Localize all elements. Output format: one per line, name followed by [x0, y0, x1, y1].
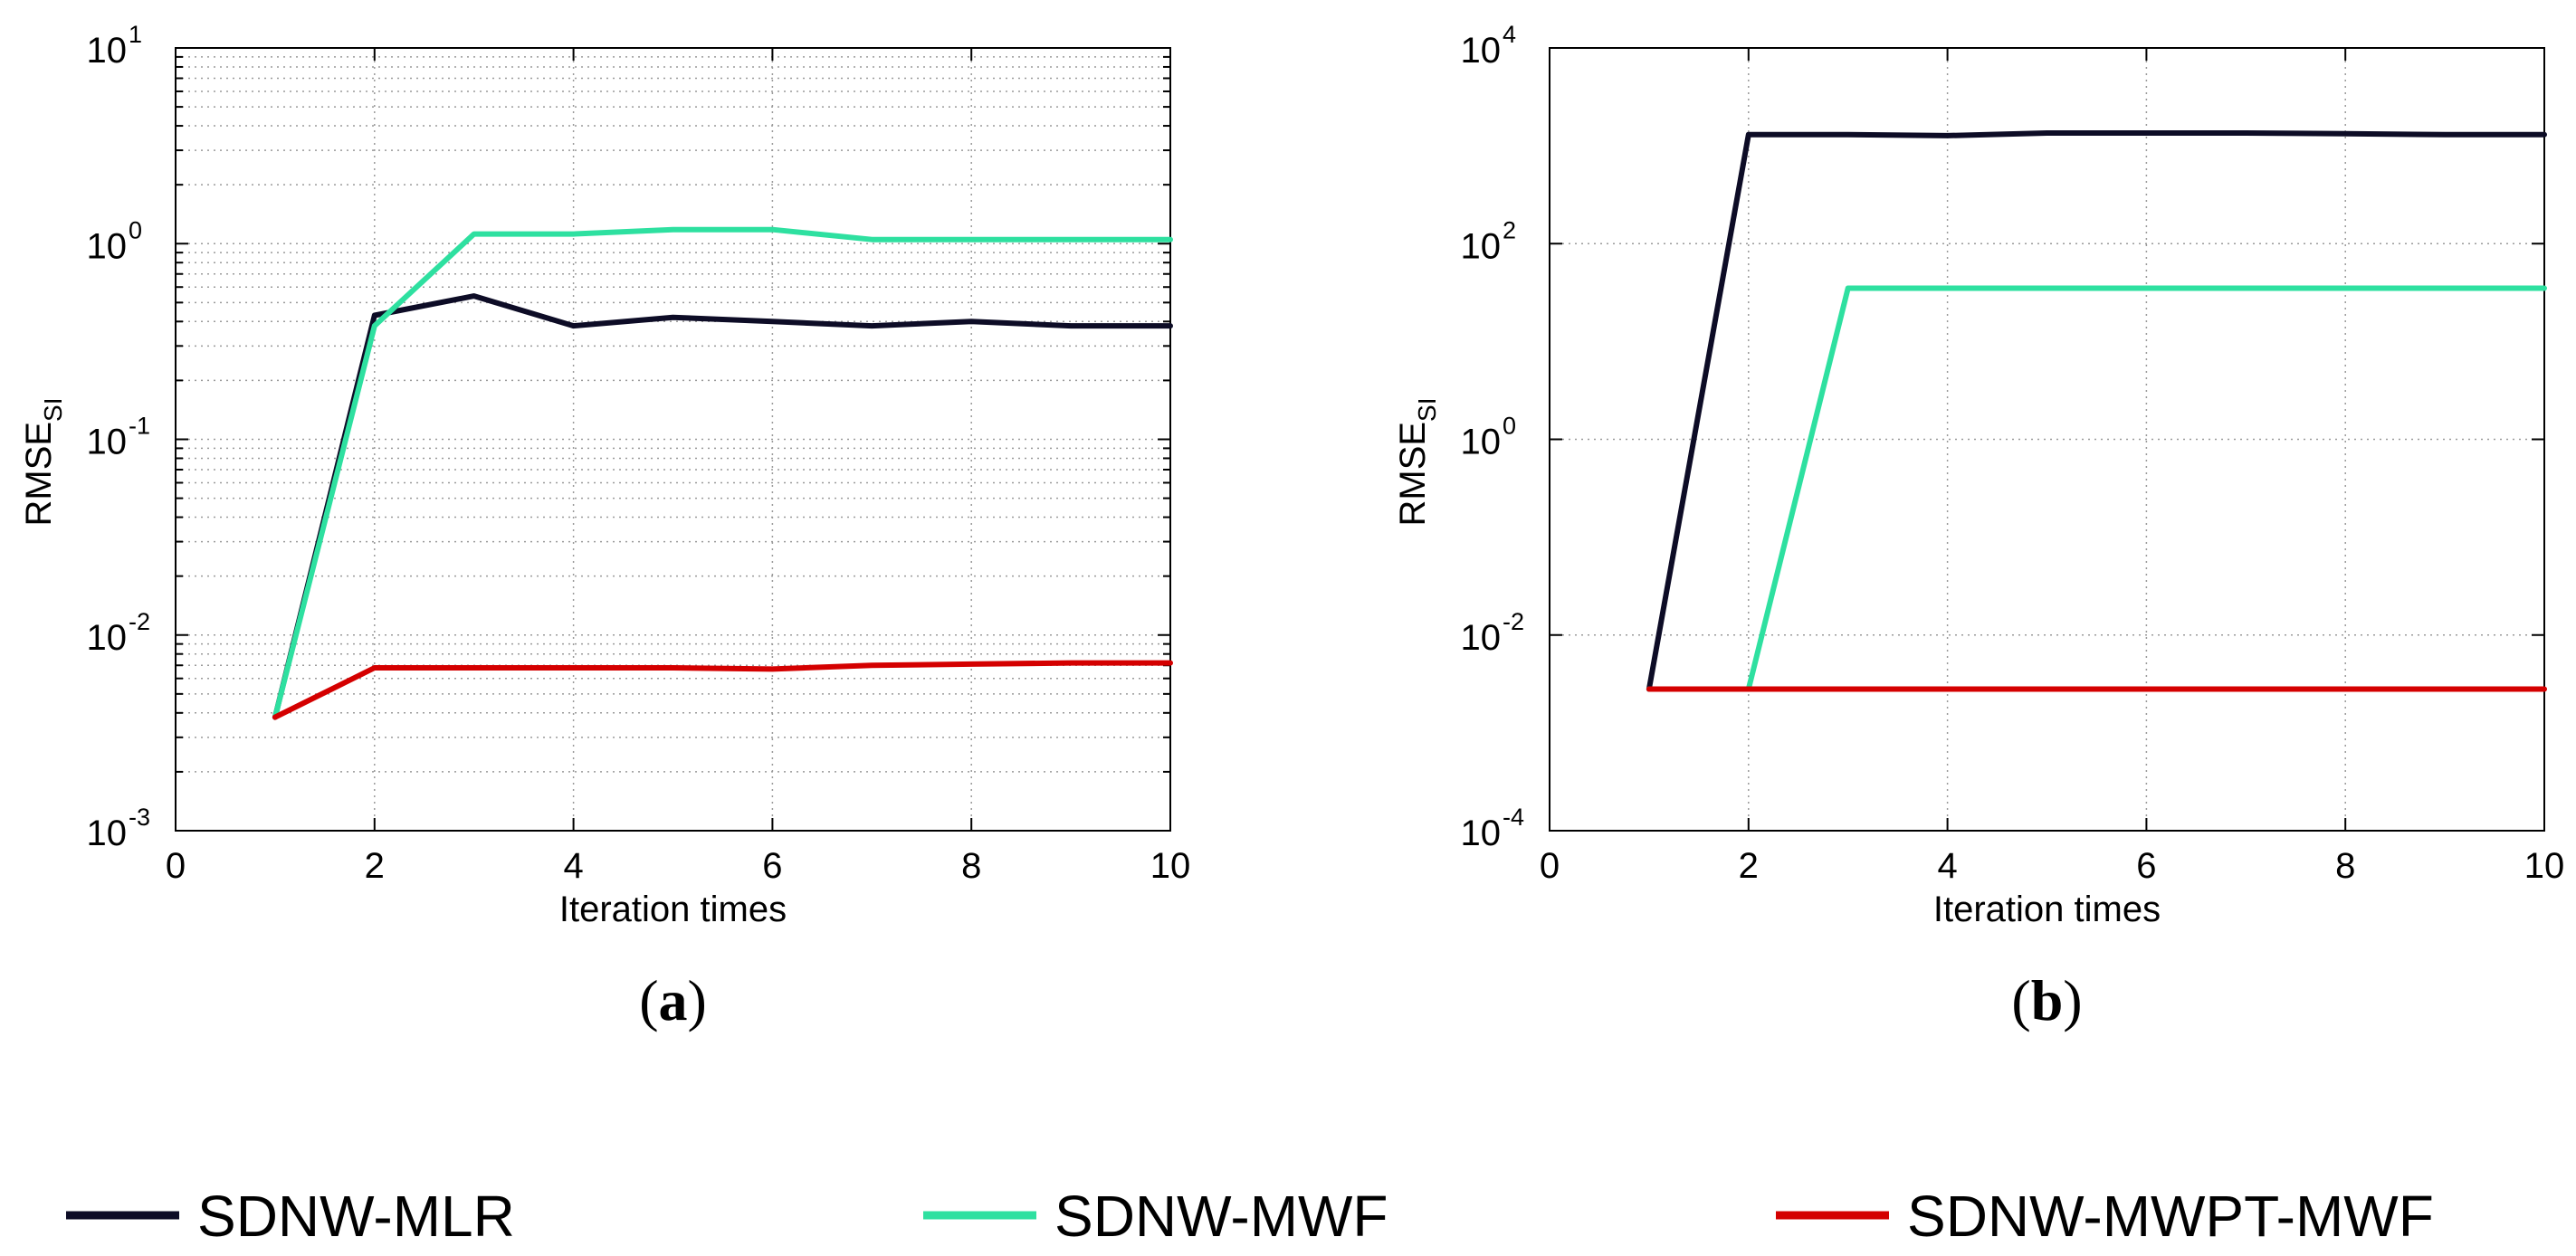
y-tick-label: 10 [1461, 226, 1502, 266]
y-tick-exponent: -2 [129, 608, 150, 635]
x-tick-label: 8 [2335, 846, 2355, 886]
tick-marks [175, 47, 1171, 832]
tick-marks [1549, 47, 2545, 832]
grid [1550, 48, 2544, 831]
y-tick-label: 10 [87, 814, 128, 853]
y-tick-base: 10 [1461, 31, 1502, 71]
caption-letter: b [2031, 968, 2064, 1032]
y-tick-label: 10 [87, 618, 128, 658]
panel-caption: (b) [2011, 968, 2082, 1032]
y-tick-label: 10 [87, 31, 128, 71]
y-tick-base: 10 [87, 226, 128, 266]
x-tick-label: 8 [961, 846, 981, 886]
y-label-sub: SI [39, 397, 67, 421]
legend: SDNW-MLR SDNW-MWF SDNW-MWPT-MWF [66, 1184, 2434, 1249]
caption-paren: ) [688, 968, 707, 1032]
y-label-sub: SI [1413, 397, 1441, 421]
x-tick-label: 6 [2136, 846, 2156, 886]
caption-paren: ( [2011, 968, 2030, 1032]
y-tick-base: 10 [87, 31, 128, 71]
y-axis-label: RMSESI [19, 397, 67, 526]
y-tick-base: 10 [87, 814, 128, 853]
legend-label: SDNW-MLR [197, 1184, 515, 1249]
x-tick-label: 6 [762, 846, 782, 886]
x-tick-label: 10 [2524, 846, 2565, 886]
series-line-sdnw-mwf [272, 226, 1173, 720]
caption-paren: ) [2063, 968, 2082, 1032]
y-tick-label: 10 [1461, 618, 1502, 658]
y-tick-base: 10 [87, 423, 128, 462]
y-tick-base: 10 [1461, 618, 1502, 658]
y-tick-label: 10 [87, 226, 128, 266]
series-line-sdnw-mwf [1646, 285, 2547, 692]
y-tick-base: 10 [1461, 226, 1502, 266]
y-axis-label: RMSESI [1393, 397, 1441, 526]
x-tick-label: 0 [166, 846, 186, 886]
y-tick-base: 10 [87, 618, 128, 658]
x-tick-label: 4 [563, 846, 583, 886]
y-tick-exponent: -4 [1503, 804, 1524, 831]
legend-label: SDNW-MWF [1054, 1184, 1388, 1249]
y-tick-exponent: -1 [129, 413, 150, 440]
y-tick-label: 10 [1461, 814, 1502, 853]
y-tick-exponent: 2 [1503, 216, 1516, 243]
y-tick-base: 10 [1461, 814, 1502, 853]
series-line-sdnw-mlr [1646, 130, 2547, 692]
y-tick-exponent: -3 [129, 804, 150, 831]
x-tick-label: 2 [365, 846, 385, 886]
caption-letter: a [659, 968, 688, 1032]
caption-paren: ( [639, 968, 658, 1032]
x-tick-label: 2 [1739, 846, 1759, 886]
y-tick-label: 10 [1461, 423, 1502, 462]
y-tick-exponent: 1 [129, 21, 142, 48]
plot-area [1550, 48, 2544, 831]
series-line-sdnw-mlr [272, 293, 1173, 720]
y-tick-exponent: 0 [129, 216, 142, 243]
y-tick-exponent: -2 [1503, 608, 1524, 635]
y-tick-base: 10 [1461, 423, 1502, 462]
y-tick-exponent: 0 [1503, 413, 1516, 440]
plot-area [176, 48, 1170, 831]
legend-label: SDNW-MWPT-MWF [1907, 1184, 2434, 1249]
x-axis-label: Iteration times [559, 890, 787, 929]
y-tick-label: 10 [1461, 31, 1502, 71]
x-tick-label: 0 [1540, 846, 1560, 886]
y-tick-label: 10 [87, 423, 128, 462]
series-line-sdnw-mwpt-mwf [272, 660, 1173, 720]
panel-caption: (a) [639, 968, 707, 1032]
x-tick-label: 4 [1937, 846, 1957, 886]
y-label-main: RMSE [19, 422, 59, 527]
x-axis-label: Iteration times [1933, 890, 2161, 929]
y-tick-exponent: 4 [1503, 21, 1516, 48]
x-tick-label: 10 [1150, 846, 1191, 886]
y-label-main: RMSE [1393, 422, 1433, 527]
